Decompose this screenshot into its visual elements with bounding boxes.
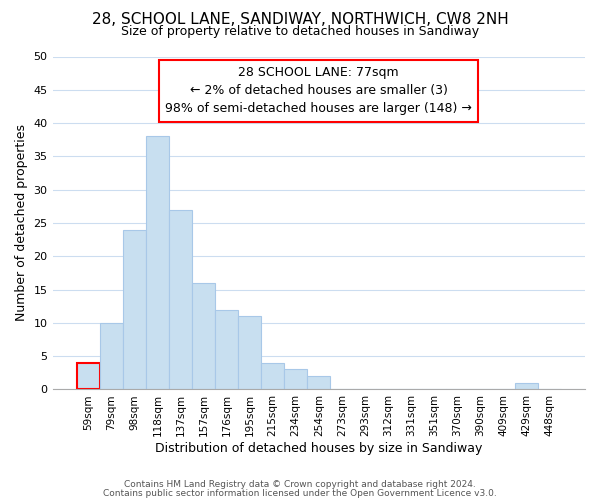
Y-axis label: Number of detached properties: Number of detached properties (15, 124, 28, 322)
Bar (123, 230, 146, 390)
Bar (169, 210, 192, 390)
Bar (515, 383, 538, 390)
Text: 28, SCHOOL LANE, SANDIWAY, NORTHWICH, CW8 2NH: 28, SCHOOL LANE, SANDIWAY, NORTHWICH, CW… (92, 12, 508, 28)
Text: Size of property relative to detached houses in Sandiway: Size of property relative to detached ho… (121, 25, 479, 38)
Bar (261, 363, 284, 390)
Bar (146, 136, 169, 390)
Text: 28 SCHOOL LANE: 77sqm
← 2% of detached houses are smaller (3)
98% of semi-detach: 28 SCHOOL LANE: 77sqm ← 2% of detached h… (166, 66, 472, 116)
X-axis label: Distribution of detached houses by size in Sandiway: Distribution of detached houses by size … (155, 442, 482, 455)
Bar (215, 310, 238, 390)
Text: Contains public sector information licensed under the Open Government Licence v3: Contains public sector information licen… (103, 488, 497, 498)
Bar (100, 323, 123, 390)
Bar (284, 370, 307, 390)
Bar (77, 363, 100, 390)
Bar (307, 376, 330, 390)
Text: Contains HM Land Registry data © Crown copyright and database right 2024.: Contains HM Land Registry data © Crown c… (124, 480, 476, 489)
Bar (238, 316, 261, 390)
Bar (192, 283, 215, 390)
